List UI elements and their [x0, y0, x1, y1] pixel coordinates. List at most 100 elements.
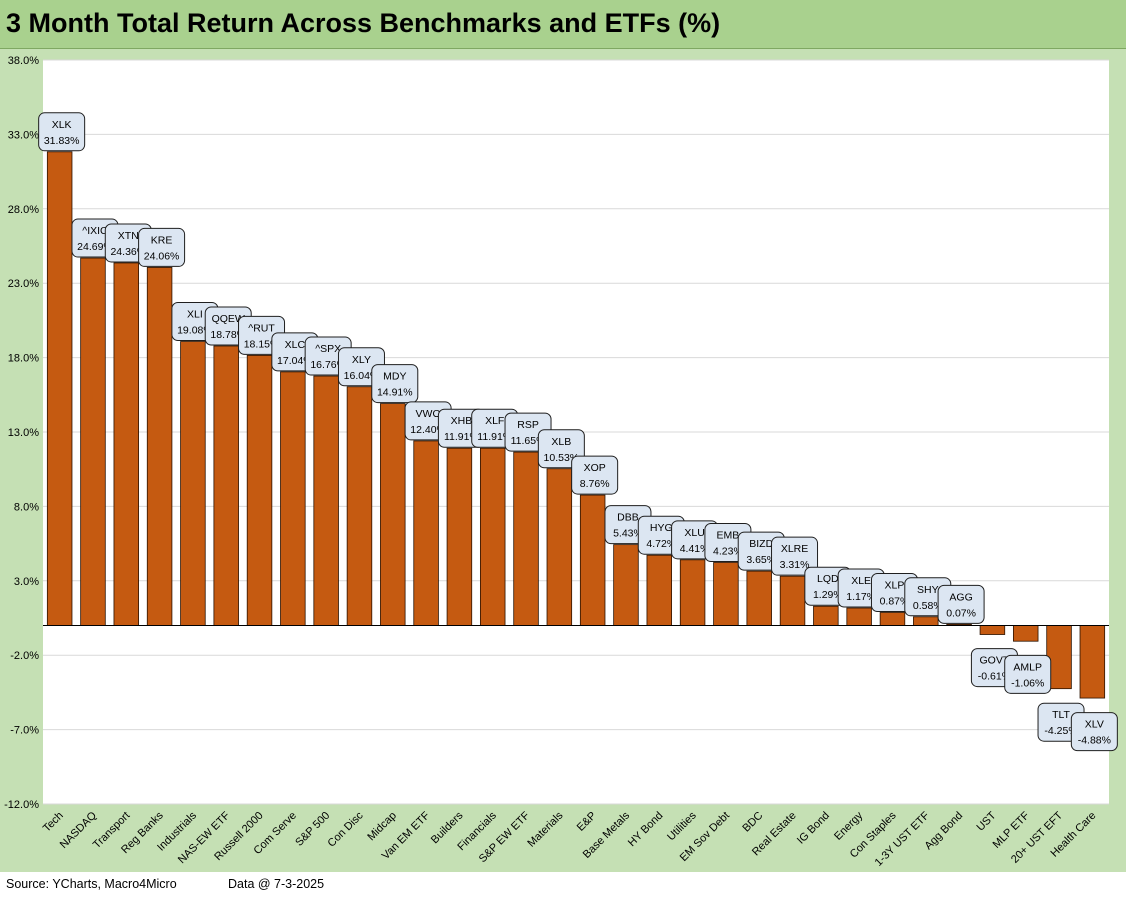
- value-label: 5.43%: [613, 528, 643, 540]
- bar: [746, 570, 772, 626]
- ticker-label: XLV: [1085, 719, 1104, 731]
- value-label: 3.31%: [780, 559, 810, 571]
- bar: [646, 554, 673, 626]
- value-label: 1.17%: [846, 591, 876, 603]
- value-label: -4.88%: [1078, 735, 1111, 747]
- data-label: AMLP -1.06%: [1004, 654, 1052, 694]
- ticker-label: TLT: [1052, 709, 1070, 721]
- value-label: 4.72%: [646, 538, 676, 550]
- value-label: 14.91%: [377, 387, 413, 399]
- bar: [546, 468, 573, 626]
- bar: [713, 562, 739, 626]
- ticker-label: AGG: [949, 591, 972, 603]
- footer: Source: YCharts, Macro4Micro Data @ 7-3-…: [0, 872, 1126, 897]
- bar: [913, 616, 939, 626]
- value-label: 0.58%: [913, 600, 943, 612]
- ticker-label: SHY: [917, 584, 939, 596]
- value-label: 12.40%: [410, 424, 446, 436]
- y-tick-label: -7.0%: [10, 725, 39, 737]
- bar-chart: -12.0% -7.0% -2.0% 3.0% 8.0% 13.0% 18.0% 23.0% 2…: [4, 55, 1118, 869]
- bar: [413, 440, 439, 626]
- ticker-label: XOP: [584, 462, 606, 474]
- bar: [813, 605, 839, 626]
- value-label: 1.29%: [813, 589, 843, 601]
- data-label-box: [771, 536, 819, 576]
- value-label: 11.91%: [444, 431, 479, 443]
- bar: [180, 341, 206, 626]
- bar: [579, 494, 606, 626]
- x-category-label: HY Bond: [626, 810, 665, 849]
- y-tick-label: -2.0%: [10, 650, 39, 662]
- ticker-label: QQEW: [212, 313, 245, 325]
- data-label-box: [937, 584, 985, 624]
- value-label: 24.06%: [144, 250, 180, 262]
- y-tick-label: 38.0%: [8, 55, 39, 67]
- value-label: -1.06%: [1011, 677, 1044, 689]
- y-tick-label: -12.0%: [4, 799, 39, 811]
- y-tick-label: 8.0%: [14, 501, 39, 513]
- ticker-label: DBB: [617, 512, 639, 524]
- value-label: 18.15%: [244, 338, 280, 350]
- data-label-box: [38, 112, 86, 152]
- y-tick-label: 13.0%: [8, 427, 39, 439]
- bar: [479, 447, 506, 626]
- x-category-label: BDC: [740, 810, 765, 835]
- bar: [446, 447, 473, 626]
- ticker-label: ^RUT: [248, 322, 275, 334]
- ticker-label: XLK: [52, 119, 72, 131]
- ticker-label: XLI: [187, 309, 203, 321]
- value-label: 11.65%: [511, 435, 546, 447]
- ticker-label: HYG: [650, 522, 673, 534]
- bar: [613, 544, 639, 626]
- value-label: 0.07%: [946, 607, 976, 619]
- data-date-note: Data @ 7-3-2025: [228, 877, 325, 891]
- ticker-label: XTN: [118, 230, 139, 242]
- value-label: 11.91%: [477, 431, 512, 443]
- x-category-label: Con Disc: [326, 809, 366, 849]
- bar: [513, 451, 539, 626]
- data-label-box: [1004, 654, 1052, 694]
- bar: [46, 151, 73, 626]
- value-label: 24.36%: [110, 246, 146, 258]
- data-label-box: [371, 364, 419, 404]
- value-label: 4.41%: [680, 543, 710, 555]
- value-label: 4.23%: [713, 545, 743, 557]
- value-label: 18.78%: [210, 329, 246, 341]
- data-label-box: [1070, 712, 1118, 752]
- ticker-label: XLC: [285, 339, 306, 351]
- bar: [246, 354, 273, 626]
- bar: [979, 625, 1006, 635]
- value-label: 3.65%: [746, 554, 776, 566]
- y-tick-label: 23.0%: [8, 278, 39, 290]
- value-label: 24.69%: [77, 241, 113, 253]
- chart-area: -12.0% -7.0% -2.0% 3.0% 8.0% 13.0% 18.0% 23.0% 2…: [0, 49, 1126, 872]
- ticker-label: XLF: [485, 415, 504, 427]
- ticker-label: KRE: [151, 234, 173, 246]
- value-label: -0.61%: [978, 671, 1011, 683]
- data-label: XOP 8.76%: [571, 455, 619, 495]
- data-label: AGG 0.07%: [937, 584, 985, 624]
- data-label-box: [138, 227, 186, 267]
- value-label: 19.08%: [177, 325, 213, 337]
- y-tick-label: 18.0%: [8, 353, 39, 365]
- data-label: KRE 24.06%: [138, 227, 186, 267]
- ticker-label: BIZD: [749, 538, 773, 550]
- value-label: 0.87%: [880, 595, 910, 607]
- ticker-label: VWO: [416, 408, 441, 420]
- ticker-label: ^IXIC: [82, 225, 108, 237]
- value-label: 16.04%: [344, 370, 380, 382]
- data-label: XLK 31.83%: [38, 112, 86, 152]
- ticker-label: XLP: [885, 579, 905, 591]
- x-category-label: E&P: [575, 810, 599, 834]
- bar: [80, 257, 106, 626]
- value-label: 31.83%: [44, 135, 80, 147]
- ticker-label: ^SPX: [315, 343, 341, 355]
- ticker-label: XLE: [851, 575, 871, 587]
- bar: [679, 559, 706, 626]
- bar: [346, 386, 373, 626]
- x-category-label: Materials: [525, 809, 565, 849]
- data-label: XLV -4.88%: [1070, 712, 1118, 752]
- bar: [879, 612, 906, 626]
- ticker-label: XHB: [451, 415, 473, 427]
- x-category-label: IG Bond: [795, 810, 832, 847]
